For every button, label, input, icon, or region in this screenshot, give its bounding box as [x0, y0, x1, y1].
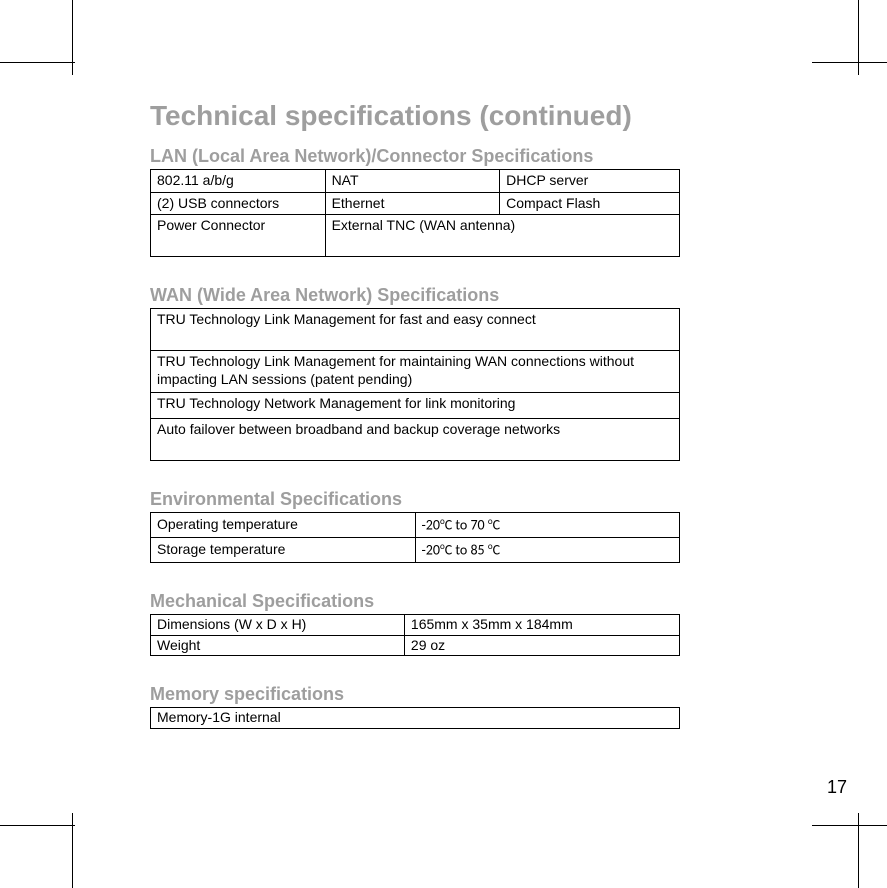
table-row: Operating temperature -20oC to 70 oC	[151, 513, 680, 538]
table-cell: DHCP server	[500, 170, 680, 193]
table-cell: TRU Technology Network Management for li…	[151, 393, 680, 419]
table-row: Weight 29 oz	[151, 635, 680, 656]
env-value-mid: C to 85	[445, 542, 488, 559]
lan-table: 802.11 a/b/g NAT DHCP server (2) USB con…	[150, 169, 680, 257]
mem-table: Memory-1G internal	[150, 707, 680, 729]
env-table: Operating temperature -20oC to 70 oC Sto…	[150, 512, 680, 563]
table-cell: -20oC to 85 oC	[415, 538, 680, 563]
crop-mark	[858, 0, 859, 75]
wan-table: TRU Technology Link Management for fast …	[150, 308, 680, 461]
table-cell: Dimensions (W x D x H)	[151, 615, 405, 636]
table-row: Dimensions (W x D x H) 165mm x 35mm x 18…	[151, 615, 680, 636]
table-cell: 29 oz	[404, 635, 679, 656]
table-row: TRU Technology Link Management for maint…	[151, 351, 680, 393]
lan-heading: LAN (Local Area Network)/Connector Speci…	[150, 146, 770, 167]
mech-heading: Mechanical Specifications	[150, 591, 770, 612]
env-heading: Environmental Specifications	[150, 489, 770, 510]
table-cell: TRU Technology Link Management for maint…	[151, 351, 680, 393]
crop-mark	[812, 62, 887, 63]
table-cell: Weight	[151, 635, 405, 656]
table-row: Storage temperature -20oC to 85 oC	[151, 538, 680, 563]
table-row: Memory-1G internal	[151, 708, 680, 729]
table-row: TRU Technology Network Management for li…	[151, 393, 680, 419]
table-row: TRU Technology Link Management for fast …	[151, 309, 680, 351]
env-value-suffix: C	[493, 542, 500, 559]
table-cell: Operating temperature	[151, 513, 416, 538]
page-title: Technical specifications (continued)	[150, 100, 770, 132]
table-cell: -20oC to 70 oC	[415, 513, 680, 538]
table-cell: Power Connector	[151, 215, 326, 257]
table-row: Power Connector External TNC (WAN antenn…	[151, 215, 680, 257]
crop-mark	[72, 813, 73, 888]
table-cell: 802.11 a/b/g	[151, 170, 326, 193]
page-content: Technical specifications (continued) LAN…	[150, 100, 770, 757]
wan-heading: WAN (Wide Area Network) Specifications	[150, 285, 770, 306]
crop-mark	[0, 62, 75, 63]
table-cell: TRU Technology Link Management for fast …	[151, 309, 680, 351]
table-cell: NAT	[325, 170, 500, 193]
mech-table: Dimensions (W x D x H) 165mm x 35mm x 18…	[150, 614, 680, 656]
crop-mark	[812, 825, 887, 826]
env-value-prefix: -20	[422, 542, 440, 559]
env-value-mid: C to 70	[445, 517, 488, 534]
table-cell: 165mm x 35mm x 184mm	[404, 615, 679, 636]
table-cell: External TNC (WAN antenna)	[325, 215, 679, 257]
page-number: 17	[827, 777, 847, 798]
table-cell: Ethernet	[325, 192, 500, 215]
table-cell: Storage temperature	[151, 538, 416, 563]
env-value-suffix: C	[493, 517, 500, 534]
table-cell: Auto failover between broadband and back…	[151, 419, 680, 461]
table-cell: Compact Flash	[500, 192, 680, 215]
table-cell: Memory-1G internal	[151, 708, 680, 729]
crop-mark	[72, 0, 73, 75]
table-row: 802.11 a/b/g NAT DHCP server	[151, 170, 680, 193]
table-row: Auto failover between broadband and back…	[151, 419, 680, 461]
table-row: (2) USB connectors Ethernet Compact Flas…	[151, 192, 680, 215]
crop-mark	[0, 825, 75, 826]
mem-heading: Memory specifications	[150, 684, 770, 705]
env-value-prefix: -20	[422, 517, 440, 534]
crop-mark	[858, 813, 859, 888]
table-cell: (2) USB connectors	[151, 192, 326, 215]
